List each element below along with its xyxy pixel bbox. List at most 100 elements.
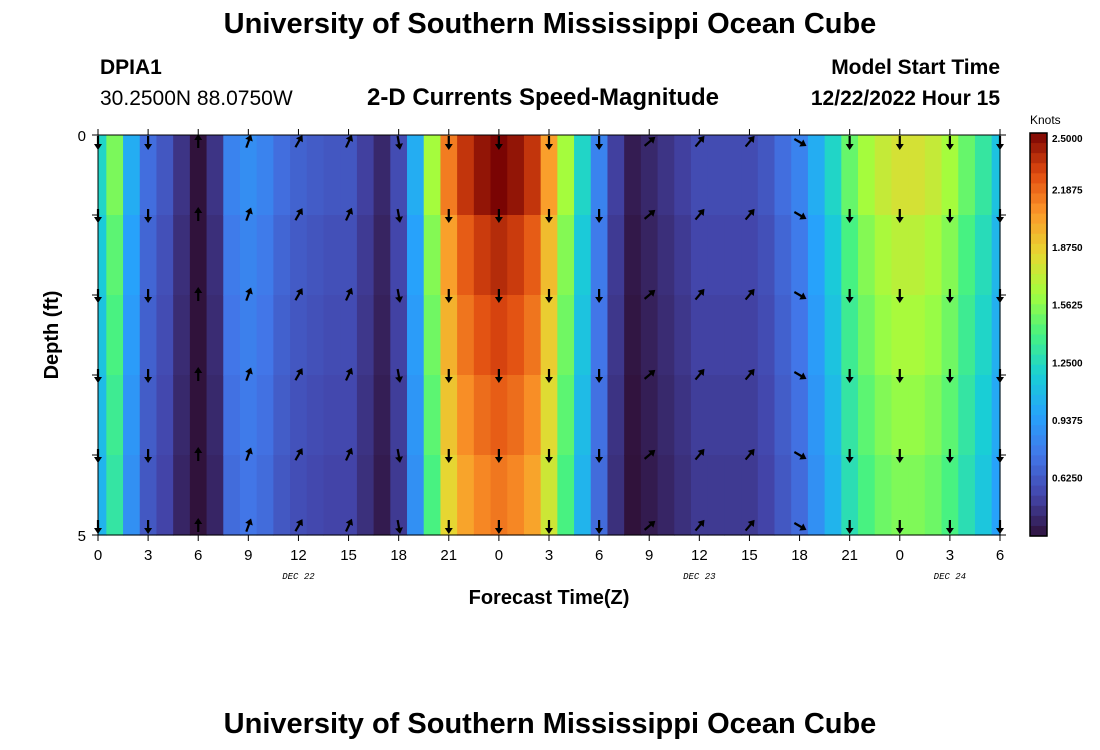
heatmap-cell: [874, 215, 893, 296]
heatmap-cell: [974, 135, 993, 216]
colorbar-segment: [1030, 394, 1047, 406]
y-tick-label: 0: [78, 128, 86, 145]
heatmap-cell: [106, 215, 124, 296]
heatmap-cell: [356, 135, 375, 216]
x-tick-label: 12: [691, 547, 708, 564]
heatmap-cell: [273, 135, 291, 216]
heatmap-cell: [457, 215, 475, 296]
colorbar-segment: [1030, 203, 1047, 215]
heatmap-cell: [807, 135, 826, 216]
heatmap-cell: [908, 375, 926, 456]
direction-arrow: [793, 211, 807, 220]
heatmap-cell: [858, 215, 876, 296]
heatmap-cell: [206, 295, 224, 376]
heatmap-cell: [624, 295, 642, 376]
direction-arrow: [395, 288, 403, 303]
heatmap-cell: [290, 295, 308, 376]
colorbar-segment: [1030, 163, 1047, 174]
heatmap-cell: [841, 295, 859, 376]
heatmap-cell: [523, 295, 542, 376]
direction-arrow: [895, 369, 904, 383]
direction-arrow: [694, 519, 705, 532]
heatmap-cell: [98, 295, 107, 376]
colorbar-segment: [1030, 324, 1047, 336]
heatmap-cell: [741, 295, 759, 376]
heatmap-cell: [423, 375, 442, 456]
heatmap-cell: [256, 375, 274, 456]
heatmap-cell: [874, 455, 893, 536]
colorbar-segment: [1030, 173, 1047, 184]
heatmap-cell: [457, 455, 475, 536]
heatmap-cell: [239, 215, 258, 296]
heatmap-cell: [239, 295, 258, 376]
direction-arrow: [144, 449, 153, 463]
heatmap-cell: [306, 135, 325, 216]
direction-arrow: [895, 289, 904, 303]
heatmap-cell: [473, 215, 492, 296]
heatmap-cell: [306, 455, 325, 536]
heatmap-cell: [440, 455, 458, 536]
heatmap-cell: [373, 215, 391, 296]
heatmap-cell: [741, 215, 759, 296]
heatmap-cell: [523, 455, 542, 536]
heatmap-cell: [941, 375, 959, 456]
x-tick-label: 15: [741, 547, 758, 564]
heatmap-cells: [98, 135, 1001, 536]
heatmap-cell: [139, 455, 158, 536]
heatmap-cell: [356, 215, 375, 296]
chart-subtitle: 2-D Currents Speed-Magnitude: [367, 84, 720, 111]
heatmap-cell: [958, 295, 976, 376]
direction-arrow: [945, 209, 954, 223]
date-labels: DEC 22 DEC 23 DEC 24: [282, 572, 966, 582]
direction-arrow: [643, 449, 656, 460]
x-axis-ticks: 0 3 6 9 12 15 18 21 0 3 6 9 12 15 18 21 0 3 6: [94, 129, 1004, 564]
heatmap-cell: [273, 375, 291, 456]
direction-arrow: [345, 518, 354, 532]
direction-arrow: [744, 519, 755, 532]
heatmap-cell: [657, 375, 675, 456]
direction-arrow: [845, 520, 854, 534]
heatmap-cell: [206, 135, 224, 216]
colorbar-segment: [1030, 475, 1047, 487]
direction-arrow: [444, 209, 453, 223]
heatmap-cell: [423, 295, 442, 376]
heatmap-cell: [323, 135, 341, 216]
heatmap-cell: [457, 375, 475, 456]
heatmap-cell: [757, 295, 776, 376]
x-tick-label: 6: [996, 547, 1004, 564]
heatmap-cell: [256, 455, 274, 536]
heatmap-cell: [123, 295, 141, 376]
heatmap-cell: [757, 135, 776, 216]
heatmap-cell: [490, 135, 508, 216]
direction-arrow: [144, 369, 153, 383]
heatmap-cell: [373, 455, 391, 536]
heatmap-cell: [540, 295, 558, 376]
heatmap-cell: [924, 375, 943, 456]
heatmap-cell: [624, 375, 642, 456]
colorbar-segment: [1030, 274, 1047, 285]
heatmap-cell: [106, 135, 124, 216]
heatmap-cell: [858, 375, 876, 456]
direction-arrow: [793, 291, 807, 300]
heatmap-cell: [690, 375, 709, 456]
direction-arrow: [744, 135, 755, 148]
heatmap-cell: [824, 135, 842, 216]
heatmap-cell: [891, 455, 909, 536]
heatmap-cell: [490, 375, 508, 456]
colorbar-segment: [1030, 485, 1047, 497]
heatmap-cell: [206, 215, 224, 296]
heatmap-cell: [690, 215, 709, 296]
y-axis-ticks: 05: [78, 128, 1006, 545]
heatmap-cell: [523, 215, 542, 296]
direction-arrow: [744, 368, 755, 381]
direction-arrow: [144, 209, 153, 223]
direction-arrow: [595, 136, 604, 150]
x-tick-label: 9: [645, 547, 653, 564]
heatmap-cell: [924, 295, 943, 376]
direction-arrow: [144, 289, 153, 303]
heatmap-cell: [206, 375, 224, 456]
colorbar-segment: [1030, 193, 1047, 205]
heatmap-cell: [423, 135, 442, 216]
colorbar-tick-label: 0.6250: [1052, 473, 1083, 484]
heatmap-cell: [941, 455, 959, 536]
